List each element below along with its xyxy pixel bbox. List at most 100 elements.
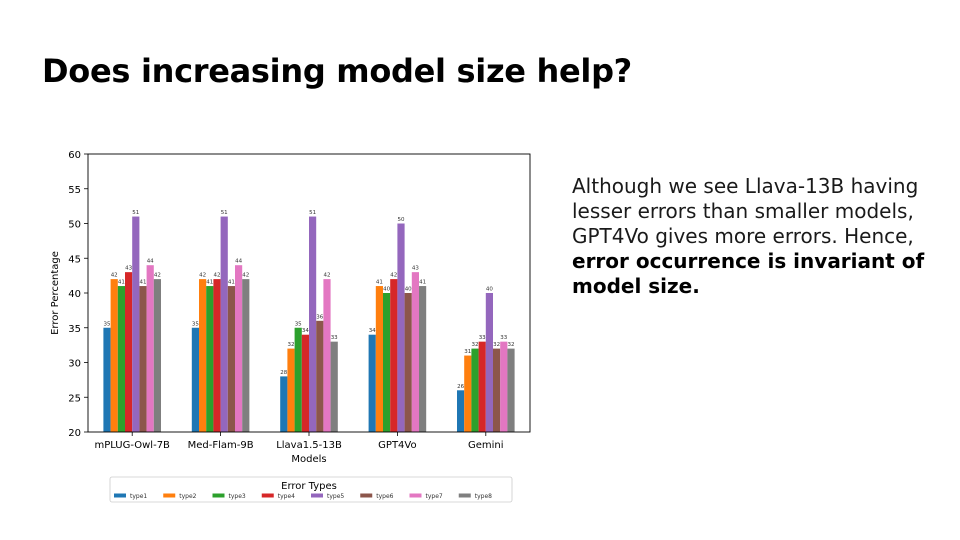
bar <box>330 341 338 432</box>
x-tick-label: mPLUG-Owl-7B <box>94 440 170 451</box>
bar-value-label: 33 <box>331 335 338 341</box>
y-tick-label: 60 <box>68 150 81 161</box>
bar <box>227 286 235 432</box>
bar-value-label: 41 <box>419 280 426 286</box>
legend-label: type2 <box>179 493 196 500</box>
bar <box>316 320 324 432</box>
bar-value-label: 40 <box>405 287 412 293</box>
bar <box>323 279 331 432</box>
bar-value-label: 35 <box>104 321 111 327</box>
bar-value-label: 35 <box>295 321 302 327</box>
chart-svg: 2025303540455055603542414351414442mPLUG-… <box>50 150 531 503</box>
y-axis-label: Error Percentage <box>50 251 61 335</box>
bar-value-label: 44 <box>147 259 154 265</box>
y-tick-label: 35 <box>68 324 81 335</box>
bar-value-label: 40 <box>383 287 390 293</box>
x-tick-label: Gemini <box>468 440 504 451</box>
bar-value-label: 42 <box>111 273 118 279</box>
bar <box>139 286 147 432</box>
bar-value-label: 36 <box>316 314 323 320</box>
legend-swatch <box>261 493 274 498</box>
legend-swatch <box>360 493 373 498</box>
legend-title: Error Types <box>281 481 337 492</box>
bar-value-label: 51 <box>132 210 139 216</box>
bar-value-label: 32 <box>508 342 515 348</box>
bar <box>301 334 309 432</box>
legend-swatch <box>114 493 126 498</box>
bar <box>146 265 154 432</box>
bar-value-label: 42 <box>324 273 331 279</box>
bar-value-label: 42 <box>199 273 206 279</box>
bar <box>153 279 161 432</box>
bar <box>103 327 111 432</box>
bar-value-label: 32 <box>472 342 479 348</box>
bar-value-label: 32 <box>493 342 500 348</box>
bar-value-label: 33 <box>500 335 507 341</box>
legend-label: type8 <box>475 493 492 500</box>
bar-value-label: 41 <box>140 280 147 286</box>
bar-value-label: 41 <box>228 280 235 286</box>
bar-value-label: 33 <box>479 335 486 341</box>
bar <box>309 216 317 432</box>
bar <box>242 279 250 432</box>
bar-value-label: 40 <box>486 287 493 293</box>
bar-value-label: 42 <box>242 273 249 279</box>
bar <box>411 272 419 432</box>
x-axis-label: Models <box>291 454 326 465</box>
bar <box>404 293 412 432</box>
bar <box>280 376 288 432</box>
legend-swatch <box>163 493 176 498</box>
bar <box>294 327 302 432</box>
bar <box>383 293 391 432</box>
bar <box>117 286 125 432</box>
bar <box>191 327 199 432</box>
plot-frame <box>87 153 531 433</box>
bar <box>457 390 465 432</box>
bar <box>287 348 295 432</box>
legend-label: type5 <box>327 493 344 500</box>
legend-label: type7 <box>426 493 443 500</box>
bar-value-label: 42 <box>214 273 221 279</box>
x-tick-label: GPT4Vo <box>378 440 416 451</box>
bar-value-label: 51 <box>309 210 316 216</box>
bar <box>478 341 486 432</box>
slide-title: Does increasing model size help? <box>42 52 632 90</box>
bar-value-label: 41 <box>118 280 125 286</box>
bar <box>390 279 398 432</box>
body-conclusion: error occurrence is invariant of model s… <box>572 249 925 298</box>
bar <box>125 272 133 432</box>
y-tick-label: 25 <box>68 393 81 404</box>
bar-value-label: 42 <box>154 273 161 279</box>
y-tick-label: 20 <box>68 428 81 439</box>
bar-value-label: 26 <box>457 384 464 390</box>
bar-value-label: 28 <box>280 370 287 376</box>
bar <box>235 265 243 432</box>
legend-label: type3 <box>229 493 246 500</box>
bar-value-label: 31 <box>464 349 471 355</box>
bar <box>368 334 376 432</box>
bar-value-label: 51 <box>221 210 228 216</box>
bar <box>132 216 140 432</box>
bar <box>206 286 214 432</box>
body-text: Although we see Llava-13B having lesser … <box>572 174 932 299</box>
bar-value-label: 43 <box>125 266 132 272</box>
bar-value-label: 43 <box>412 266 419 272</box>
legend-label: type4 <box>278 493 295 500</box>
bar-value-label: 34 <box>302 328 309 334</box>
x-tick-label: Med-Flam-9B <box>188 440 254 451</box>
y-tick-label: 40 <box>68 289 81 300</box>
bar <box>464 355 472 432</box>
y-tick-label: 50 <box>68 220 81 231</box>
y-tick-label: 30 <box>68 359 81 370</box>
legend-swatch <box>212 493 225 498</box>
bar <box>493 348 501 432</box>
bar <box>507 348 515 432</box>
bar <box>471 348 479 432</box>
legend-label: type6 <box>376 493 393 500</box>
bar-value-label: 35 <box>192 321 199 327</box>
legend-swatch <box>409 493 422 498</box>
y-tick-label: 55 <box>68 185 81 196</box>
legend-label: type1 <box>130 493 147 500</box>
bar <box>110 279 118 432</box>
bar-value-label: 41 <box>206 280 213 286</box>
